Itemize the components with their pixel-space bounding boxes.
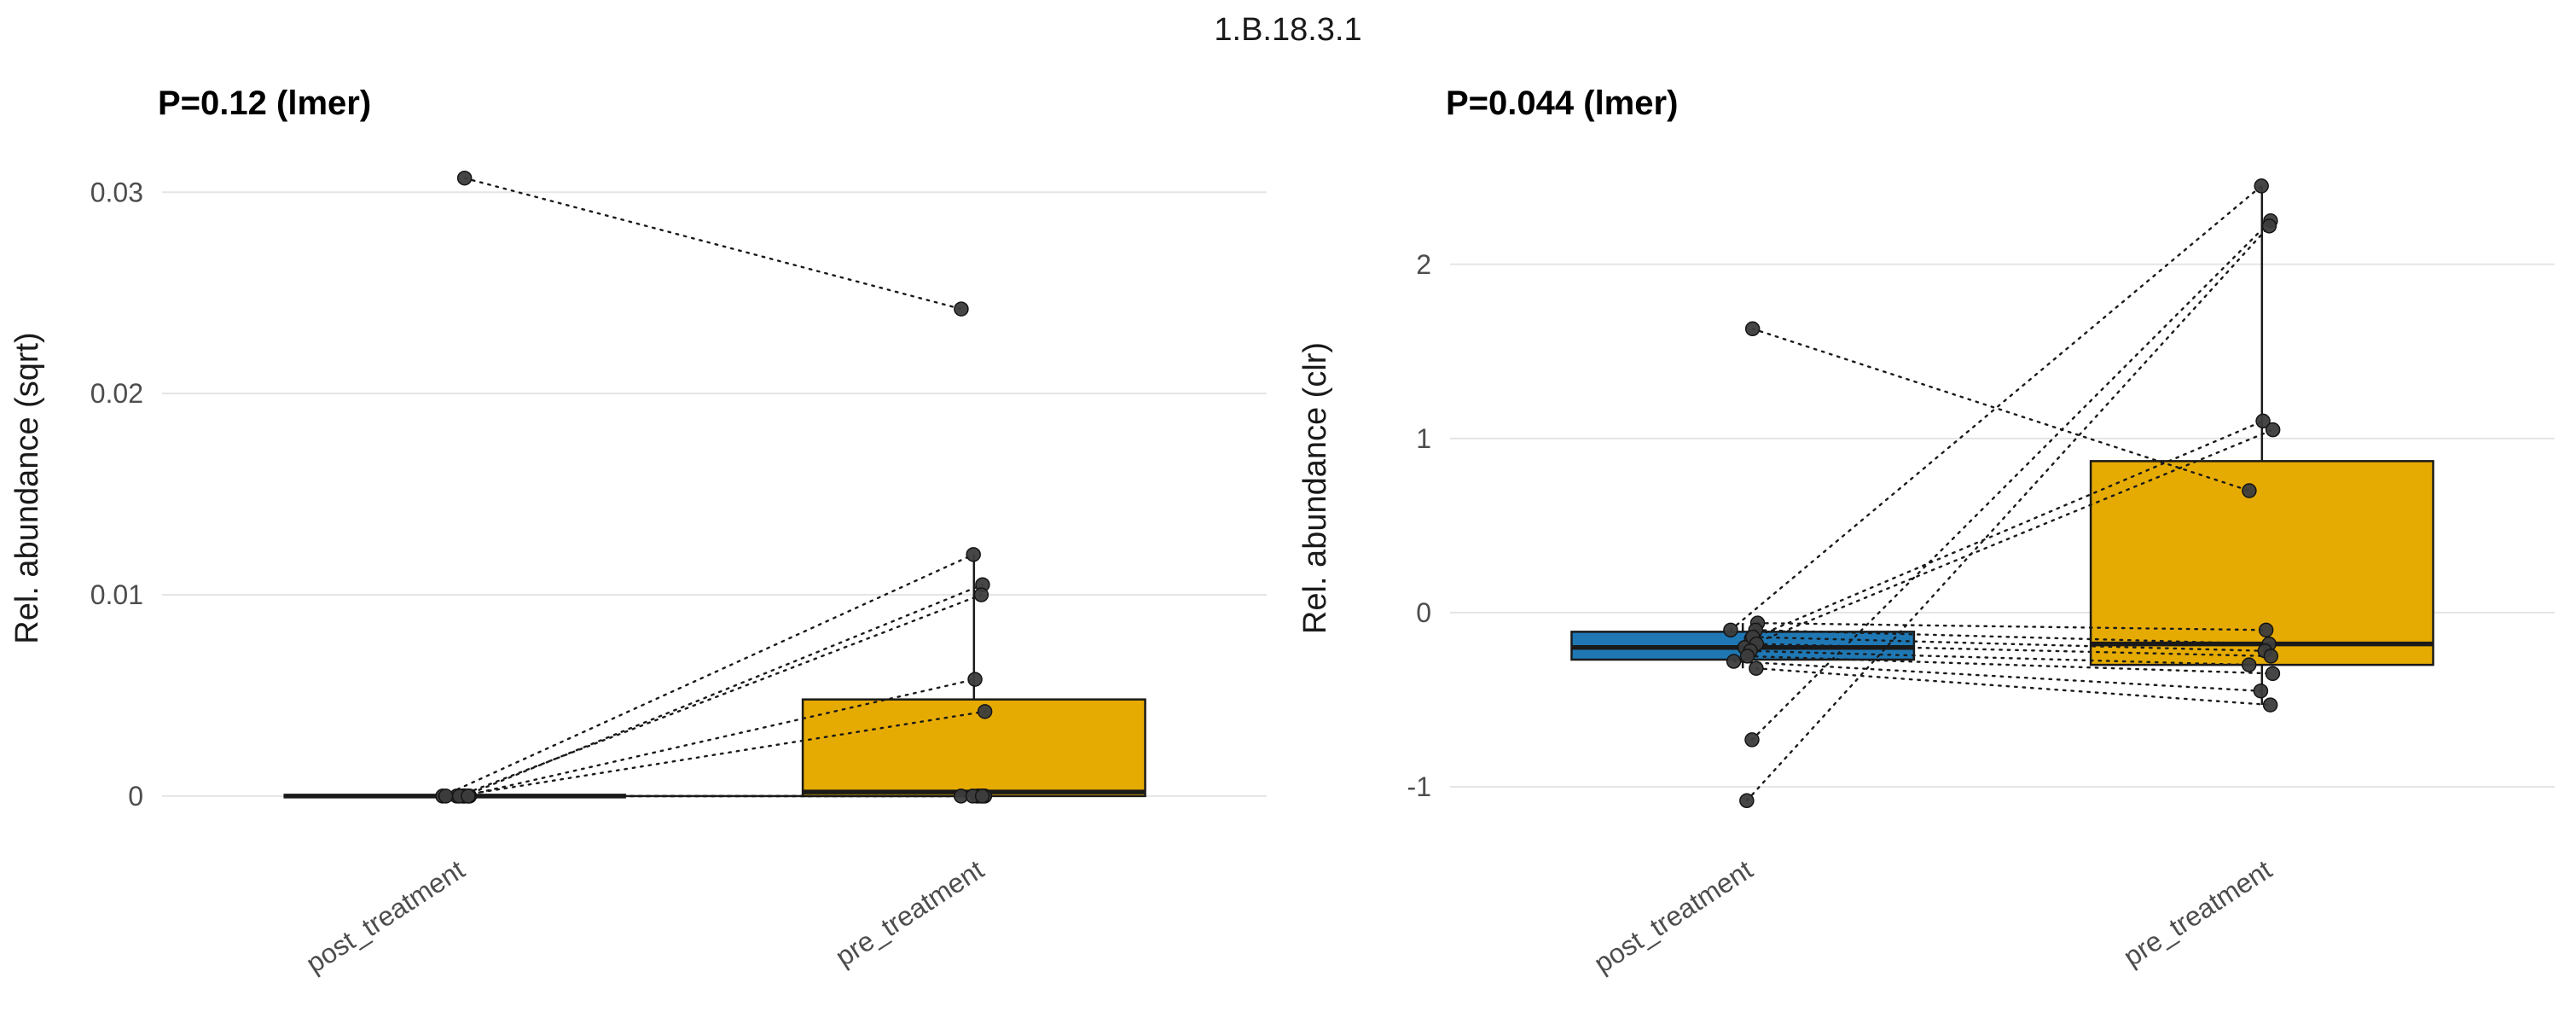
gridlines bbox=[1450, 263, 2555, 788]
svg-text:0: 0 bbox=[1416, 597, 1431, 628]
svg-text:0: 0 bbox=[128, 781, 143, 812]
svg-text:1: 1 bbox=[1416, 423, 1431, 454]
x-axis-labels: post_treatment pre_treatment bbox=[300, 854, 989, 980]
panel-title-clr: P=0.044 (lmer) bbox=[1446, 84, 1678, 122]
svg-text:pre_treatment: pre_treatment bbox=[830, 854, 989, 973]
y-axis-label-clr: Rel. abundance (clr) bbox=[1297, 342, 1333, 634]
svg-text:0.01: 0.01 bbox=[90, 579, 143, 610]
y-axis-tick-labels: 0 0.01 0.02 0.03 bbox=[90, 177, 143, 812]
panel-title-sqrt: P=0.12 (lmer) bbox=[158, 84, 371, 122]
svg-text:0.03: 0.03 bbox=[90, 177, 143, 207]
panel-sqrt: P=0.12 (lmer) Rel. abundance (sqrt) 0 0.0… bbox=[0, 65, 1288, 1024]
y-axis-label-sqrt: Rel. abundance (sqrt) bbox=[9, 332, 45, 643]
plot-area-clr: -1 0 1 2 post_treatment pre_treatment bbox=[1407, 178, 2555, 980]
svg-text:post_treatment: post_treatment bbox=[300, 854, 470, 980]
boxes bbox=[283, 554, 1146, 799]
points bbox=[435, 170, 993, 804]
svg-text:2: 2 bbox=[1416, 249, 1431, 280]
pair-lines bbox=[1729, 184, 2274, 802]
svg-text:post_treatment: post_treatment bbox=[1588, 854, 1758, 980]
panels-row: P=0.12 (lmer) Rel. abundance (sqrt) 0 0.0… bbox=[0, 65, 2576, 1024]
svg-text:-1: -1 bbox=[1407, 771, 1431, 802]
panel-clr: P=0.044 (lmer) Rel. abundance (clr) -1 0 1… bbox=[1288, 65, 2576, 1024]
pair-lines bbox=[441, 177, 986, 798]
y-axis-tick-labels: -1 0 1 2 bbox=[1407, 249, 1431, 802]
figure-title: 1.B.18.3.1 bbox=[1214, 12, 1362, 48]
boxplot-clr: P=0.044 (lmer) Rel. abundance (clr) -1 0 1… bbox=[1297, 84, 2555, 980]
x-axis-labels: post_treatment pre_treatment bbox=[1588, 854, 2277, 980]
boxplot-sqrt: P=0.12 (lmer) Rel. abundance (sqrt) 0 0.0… bbox=[9, 84, 1267, 980]
points bbox=[1723, 178, 2281, 809]
svg-text:0.02: 0.02 bbox=[90, 378, 143, 409]
plot-area-sqrt: 0 0.01 0.02 0.03 post_treatment pre_treatment bbox=[90, 170, 1267, 980]
svg-text:pre_treatment: pre_treatment bbox=[2118, 854, 2277, 973]
